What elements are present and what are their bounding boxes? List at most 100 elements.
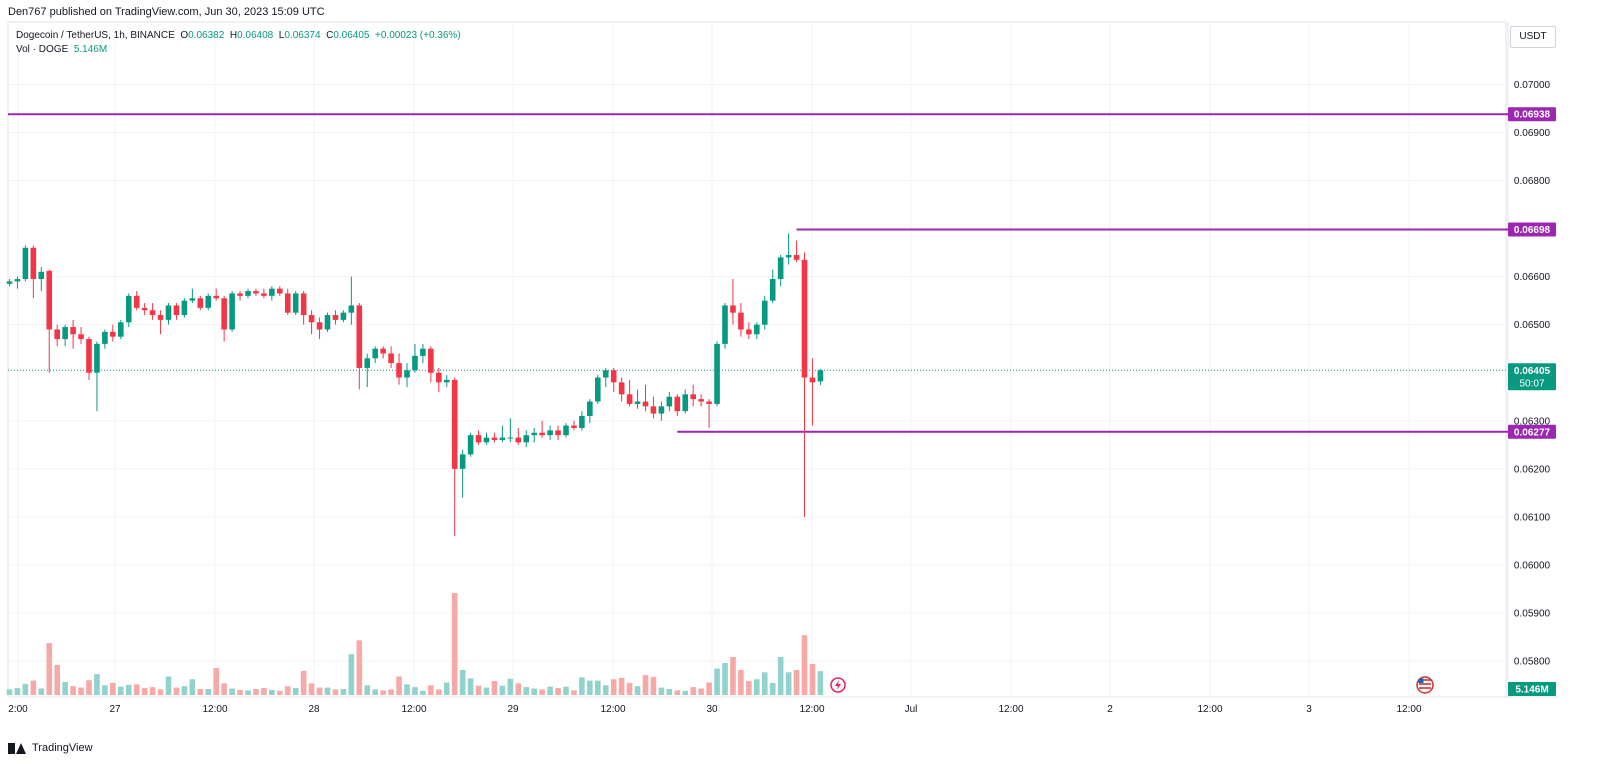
candle-body [125,295,132,323]
volume-bar [356,640,363,695]
plot-frame [7,21,1507,698]
candle-body [491,437,498,440]
volume-bar [277,690,283,695]
candle-body [801,259,808,378]
candle-body [165,305,172,320]
y-tick-label: 0.05900 [1514,608,1551,619]
candle-body [809,377,816,383]
price-level-label: 0.06277 [1514,427,1551,438]
volume-bar [284,686,291,695]
candle-body [610,370,617,383]
volume-bar [412,687,418,695]
candle-body [412,355,418,371]
volume-bar [237,689,243,695]
volume-bar [809,663,816,695]
candle-body [475,435,482,443]
candle-body [499,437,506,440]
candle-body [149,310,156,316]
volume-bar [300,670,307,695]
volume-bar [428,685,434,695]
candle-body [722,305,728,344]
candle-body [602,370,609,378]
volume-bar [451,593,458,695]
candle-body [754,324,760,335]
lightning-bolt-icon [835,680,841,690]
volume-bar [746,681,752,695]
candle-body [292,293,299,313]
low-value: 0.06374 [284,30,321,41]
candle-body [205,295,212,308]
volume-bar [467,678,474,695]
volume-label[interactable]: Vol · DOGE [16,44,69,55]
volume-bar [420,690,426,695]
candle-body [682,394,689,412]
volume-bar [666,688,673,695]
candle-body [817,370,824,382]
volume-bar [499,685,506,695]
candle-body [269,288,275,296]
volume-bar [364,685,371,695]
volume-bar [165,676,172,695]
volume-bar [507,678,514,695]
volume-bar [595,680,601,695]
candle-body [420,348,426,356]
volume-bar [46,643,53,695]
x-tick-label: 2 [1107,704,1113,715]
volume-bar [324,687,331,695]
volume-bar [269,689,275,695]
y-tick-label: 0.06100 [1514,512,1551,523]
volume-bar [650,676,657,695]
volume-bar [491,681,498,695]
candle-body [30,247,37,280]
volume-bar [396,676,402,695]
candle-body [46,270,53,330]
volume-bar [722,663,728,695]
volume-bar [436,689,442,695]
price-level-label: 0.06938 [1514,110,1551,121]
candle-body [316,322,323,330]
legend-volume-row: Vol · DOGE 5.146M [16,43,461,57]
candle-body [650,406,657,414]
candle-body [555,430,561,436]
close-value: 0.06405 [333,30,370,41]
candle-body [54,329,60,340]
candle-body [777,257,784,280]
last-price-label: 0.06405 [1514,366,1551,377]
volume-bar [801,635,808,695]
volume-bar [738,669,744,695]
volume-bar [110,682,116,695]
candle-body [730,305,736,313]
candle-body [571,425,577,428]
y-tick-label: 0.05800 [1514,656,1551,667]
x-tick-label: 2:00 [8,704,28,715]
volume-bar [388,689,394,695]
high-label: H [229,30,238,41]
open-label: O [180,30,189,41]
volume-bar [221,683,227,695]
candle-body [658,406,665,414]
candle-body [62,327,68,340]
volume-bar [769,682,776,695]
currency-button[interactable]: USDT [1510,26,1556,48]
volume-bar [459,669,466,695]
y-tick-label: 0.06600 [1514,272,1551,283]
candle-body [38,271,45,280]
candle-body [14,279,21,282]
volume-bar [531,688,537,695]
publisher-line: Den767 published on TradingView.com, Jun… [8,6,325,18]
volume-bar [348,654,355,695]
candle-body [86,339,92,373]
price-level-tag [1508,222,1556,237]
volume-bar [245,690,251,695]
candle-body [793,255,800,260]
volume-bar [642,675,649,695]
volume-bar [332,689,339,695]
last-price-tag [1508,363,1556,391]
candle-body [436,372,442,383]
volume-bar [714,668,720,695]
x-tick-label: 12:00 [1197,704,1222,715]
volume-bar [380,690,386,695]
volume-bar [149,687,156,695]
symbol-title[interactable]: Dogecoin / TetherUS, 1h, BINANCE [16,30,175,41]
